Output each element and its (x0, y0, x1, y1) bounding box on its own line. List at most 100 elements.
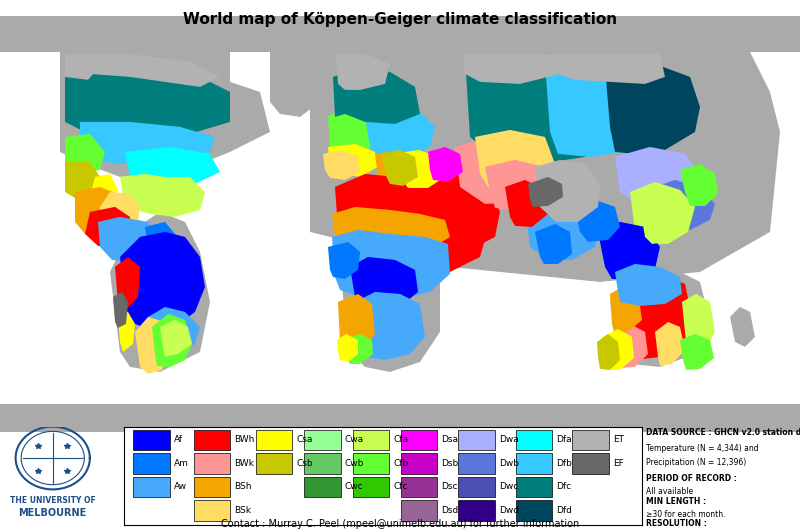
FancyBboxPatch shape (458, 476, 494, 497)
Text: MELBOURNE: MELBOURNE (18, 508, 87, 518)
FancyBboxPatch shape (134, 453, 170, 474)
Polygon shape (535, 224, 572, 264)
FancyBboxPatch shape (194, 430, 230, 450)
Text: Dwd: Dwd (499, 506, 519, 515)
FancyBboxPatch shape (353, 430, 389, 450)
Text: Dwb: Dwb (499, 459, 519, 468)
Polygon shape (558, 54, 665, 84)
Polygon shape (118, 312, 135, 352)
Polygon shape (328, 144, 378, 177)
FancyBboxPatch shape (458, 430, 494, 450)
Polygon shape (465, 54, 620, 164)
Polygon shape (545, 57, 660, 157)
FancyBboxPatch shape (353, 476, 389, 497)
Polygon shape (343, 334, 373, 364)
Polygon shape (65, 54, 220, 87)
FancyBboxPatch shape (256, 453, 293, 474)
Polygon shape (355, 292, 425, 360)
Text: Csb: Csb (297, 459, 314, 468)
Polygon shape (365, 107, 435, 160)
Bar (0, 16, 800, 52)
Polygon shape (120, 232, 205, 329)
FancyBboxPatch shape (305, 476, 341, 497)
Polygon shape (597, 334, 620, 370)
Polygon shape (100, 192, 140, 227)
Polygon shape (640, 200, 682, 244)
Polygon shape (395, 150, 445, 188)
Polygon shape (428, 147, 463, 182)
FancyBboxPatch shape (401, 453, 437, 474)
Polygon shape (535, 160, 600, 222)
Polygon shape (682, 294, 715, 354)
Polygon shape (615, 264, 682, 306)
Text: Cfa: Cfa (393, 435, 408, 444)
Polygon shape (120, 174, 205, 217)
Polygon shape (80, 122, 215, 164)
Polygon shape (333, 67, 420, 124)
Polygon shape (145, 222, 175, 254)
FancyBboxPatch shape (256, 430, 293, 450)
Polygon shape (90, 174, 118, 207)
FancyBboxPatch shape (516, 476, 552, 497)
Polygon shape (598, 222, 660, 280)
Polygon shape (613, 324, 648, 368)
FancyBboxPatch shape (516, 453, 552, 474)
Polygon shape (382, 150, 418, 186)
Text: THE UNIVERSITY OF: THE UNIVERSITY OF (10, 496, 95, 505)
Text: Temperature (N = 4,344) and: Temperature (N = 4,344) and (646, 444, 759, 453)
Text: BWk: BWk (234, 459, 254, 468)
Polygon shape (65, 67, 230, 142)
FancyBboxPatch shape (401, 430, 437, 450)
Polygon shape (615, 274, 692, 360)
Polygon shape (338, 294, 375, 354)
Text: Dfd: Dfd (556, 506, 572, 515)
Polygon shape (110, 212, 210, 372)
Polygon shape (65, 54, 95, 80)
Polygon shape (603, 329, 634, 370)
Polygon shape (610, 267, 710, 367)
Text: All available: All available (646, 488, 694, 497)
Text: Dsa: Dsa (442, 435, 458, 444)
Polygon shape (505, 180, 548, 227)
Text: Am: Am (174, 459, 189, 468)
Text: World map of Köppen-Geiger climate classification: World map of Köppen-Geiger climate class… (183, 12, 617, 26)
Text: Precipitation (N = 12,396): Precipitation (N = 12,396) (646, 458, 746, 467)
FancyBboxPatch shape (401, 476, 437, 497)
Polygon shape (135, 317, 172, 374)
Polygon shape (160, 320, 192, 357)
Polygon shape (680, 164, 718, 206)
Text: Contact : Murray C. Peel (mpeel@unimelb.edu.au) for further information: Contact : Murray C. Peel (mpeel@unimelb.… (221, 519, 579, 529)
Polygon shape (730, 307, 755, 347)
Polygon shape (350, 257, 418, 310)
Text: DATA SOURCE : GHCN v2.0 station data: DATA SOURCE : GHCN v2.0 station data (646, 428, 800, 437)
Polygon shape (332, 207, 450, 257)
Polygon shape (485, 160, 555, 210)
Polygon shape (310, 52, 780, 282)
FancyBboxPatch shape (194, 453, 230, 474)
Text: Dsc: Dsc (442, 482, 458, 491)
FancyBboxPatch shape (458, 453, 494, 474)
Text: MIN LENGTH :: MIN LENGTH : (646, 497, 709, 506)
Polygon shape (335, 174, 490, 277)
Text: BSh: BSh (234, 482, 252, 491)
FancyBboxPatch shape (401, 500, 437, 521)
Polygon shape (65, 72, 105, 117)
Polygon shape (630, 182, 695, 244)
Polygon shape (270, 52, 320, 117)
Bar (0, 52, 800, 404)
FancyBboxPatch shape (194, 476, 230, 497)
Text: Cfc: Cfc (393, 482, 407, 491)
Text: Cwc: Cwc (345, 482, 363, 491)
Polygon shape (65, 162, 100, 200)
Polygon shape (645, 180, 715, 230)
Text: PERIOD OF RECORD :: PERIOD OF RECORD : (646, 474, 740, 483)
Polygon shape (115, 257, 140, 310)
Text: EF: EF (613, 459, 624, 468)
Bar (0, 404, 800, 432)
Polygon shape (98, 217, 158, 262)
Text: Csa: Csa (297, 435, 313, 444)
Polygon shape (60, 52, 270, 177)
Polygon shape (113, 292, 128, 328)
Text: Dwa: Dwa (499, 435, 518, 444)
Text: BWh: BWh (234, 435, 254, 444)
